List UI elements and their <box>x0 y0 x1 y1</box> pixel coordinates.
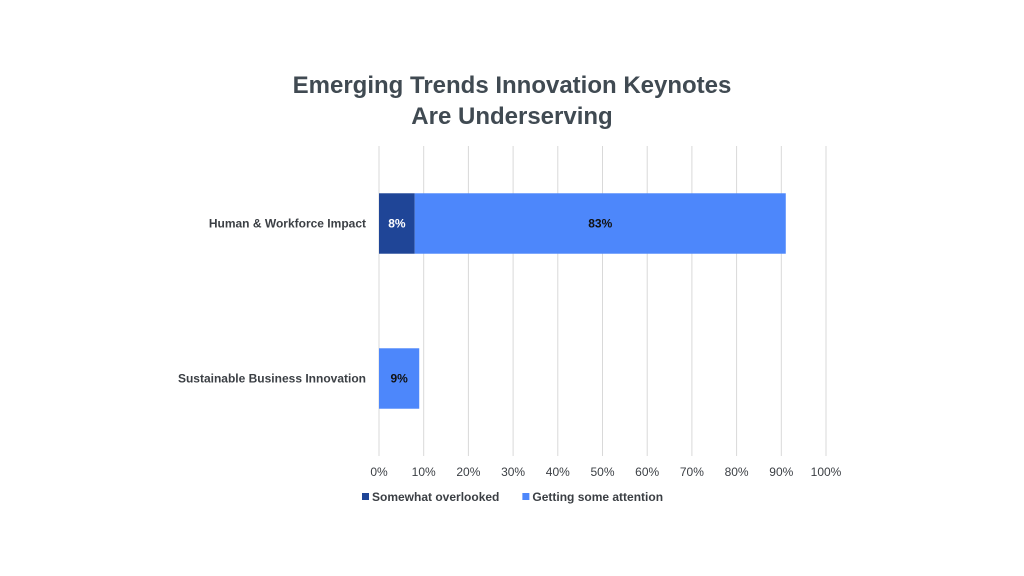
x-tick-label-3: 30% <box>501 465 525 479</box>
x-tick-label-0: 0% <box>370 465 388 479</box>
data-label-0-0: 8% <box>388 217 406 231</box>
legend: Somewhat overlooked Getting some attentio… <box>362 490 663 504</box>
bar-1-1 <box>379 348 420 409</box>
category-label-0: Human & Workforce Impact <box>209 217 366 231</box>
x-tick-label-4: 40% <box>546 465 570 479</box>
bar-0-1 <box>414 193 786 254</box>
x-tick-label-1: 10% <box>412 465 436 479</box>
chart-title-line-2: Are Underserving <box>411 103 612 130</box>
x-tick-label-5: 50% <box>590 465 614 479</box>
legend-swatch-0 <box>362 493 369 500</box>
x-tick-label-8: 80% <box>725 465 749 479</box>
x-tick-label-2: 20% <box>456 465 480 479</box>
x-axis-ticks: 0% 10% 20% 30% 40% 50% 60% 70% 80% 90% 100% <box>370 465 841 479</box>
bar-0-0 <box>379 193 415 254</box>
bars: 8% 83% 9% <box>379 193 786 409</box>
data-label-1-1: 9% <box>390 372 408 386</box>
x-tick-label-7: 70% <box>680 465 704 479</box>
legend-swatch-1 <box>522 493 530 500</box>
x-tick-label-6: 60% <box>635 465 659 479</box>
legend-label-1: Getting some attention <box>532 490 663 504</box>
x-tick-label-9: 90% <box>769 465 793 479</box>
legend-label-0: Somewhat overlooked <box>372 490 499 504</box>
x-tick-label-10: 100% <box>811 465 842 479</box>
chart-title: Emerging Trends Innovation Keynotes Are … <box>293 72 732 130</box>
gridlines <box>378 146 827 456</box>
chart-title-line-1: Emerging Trends Innovation Keynotes <box>293 72 732 99</box>
category-label-1: Sustainable Business Innovation <box>178 372 366 386</box>
data-label-0-1: 83% <box>588 217 612 231</box>
category-labels: Human & Workforce Impact Sustainable Busi… <box>178 217 366 386</box>
